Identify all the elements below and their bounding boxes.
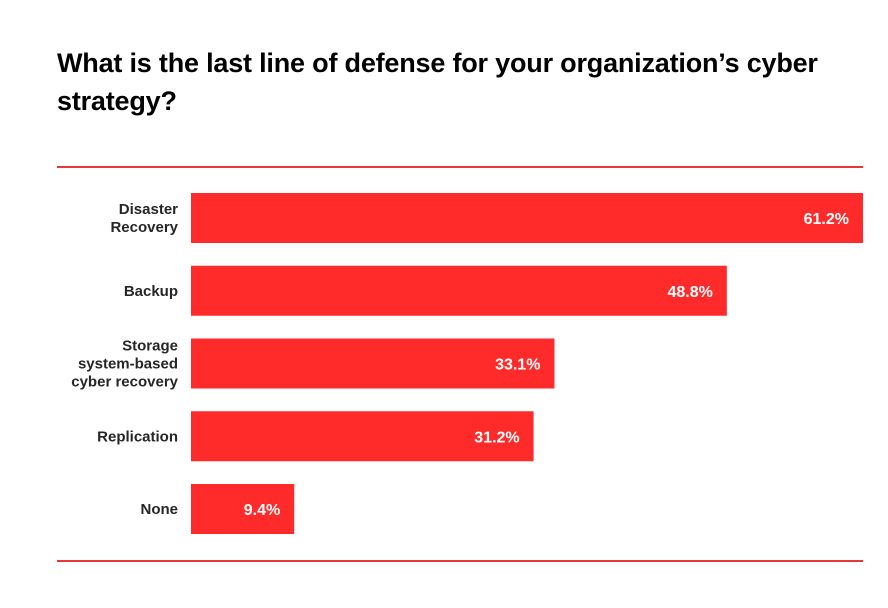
category-label-line: system-based [78, 356, 178, 373]
bar [191, 338, 555, 389]
category-label: Replication [97, 428, 178, 445]
bar [191, 411, 534, 462]
chart-title: What is the last line of defense for you… [57, 48, 818, 116]
category-label: Disaster Recovery [110, 201, 178, 236]
category-label-line: Backup [124, 283, 178, 300]
value-label: 9.4% [244, 502, 280, 519]
bar [191, 484, 295, 534]
category-label: Backup [124, 283, 178, 300]
bar [191, 265, 727, 316]
value-label: 31.2% [474, 429, 519, 446]
category-label-line: None [141, 501, 179, 518]
value-label: 33.1% [495, 357, 540, 374]
category-label-line: cyber recovery [71, 374, 178, 391]
value-label: 48.8% [667, 284, 712, 301]
category-label-line: Disaster [119, 201, 178, 218]
category-label: Storage system-based cyber recovery [71, 338, 178, 391]
bar [191, 193, 863, 243]
bars-layer: Disaster Recovery 61.2% Backup 48.8% Storage s… [71, 193, 863, 534]
value-label: 61.2% [804, 211, 849, 228]
category-label-line: Storage [122, 338, 178, 355]
category-label-line: Replication [97, 428, 178, 445]
category-label-line: Recovery [110, 219, 178, 236]
category-label: None [141, 501, 179, 518]
